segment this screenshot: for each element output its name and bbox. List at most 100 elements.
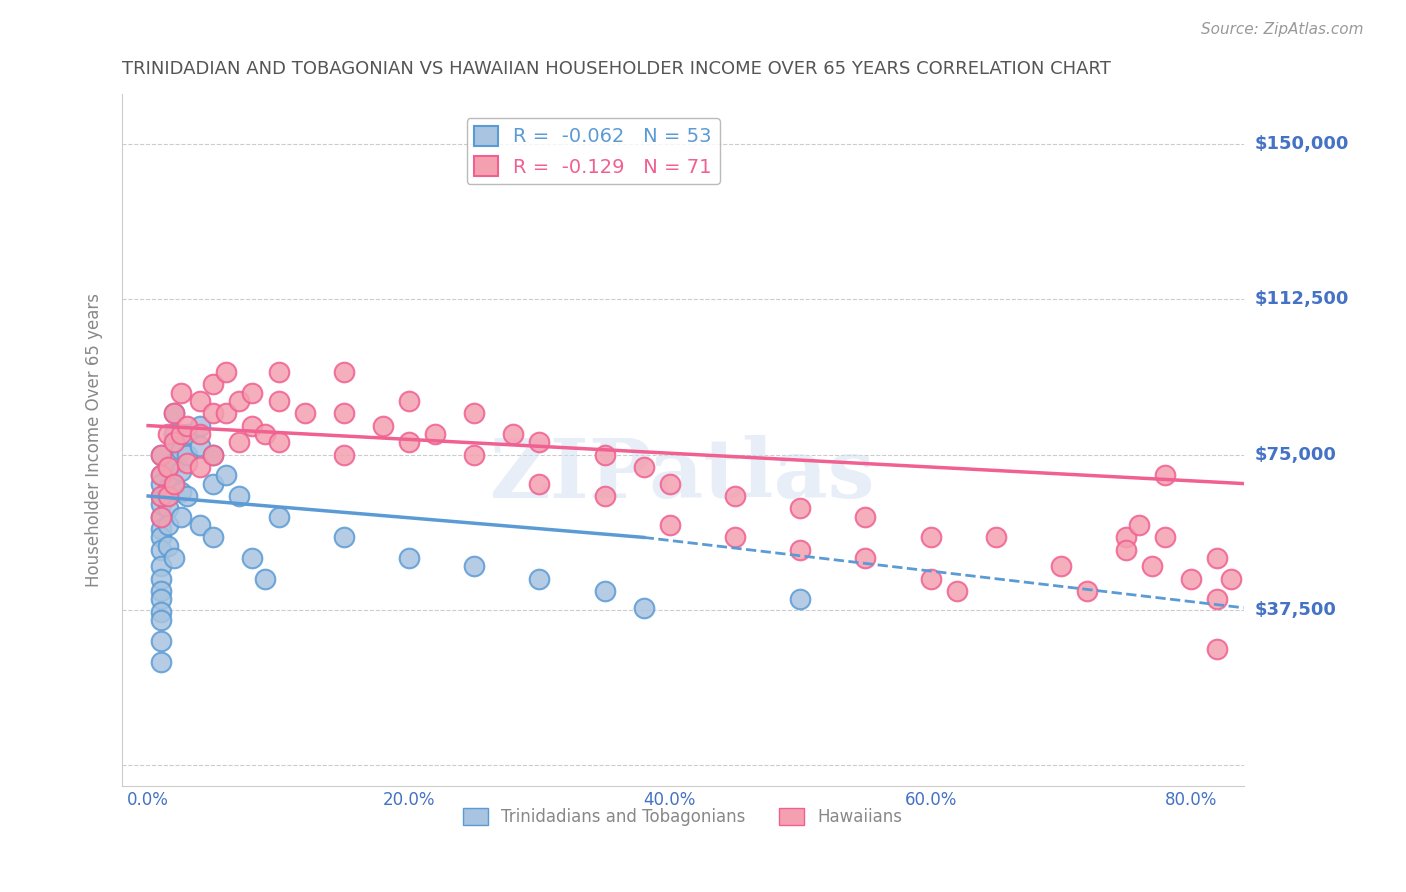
Point	[170, 464, 193, 478]
Point	[529, 476, 551, 491]
Point	[1115, 542, 1137, 557]
Point	[242, 551, 264, 566]
Point	[156, 489, 179, 503]
Point	[294, 406, 316, 420]
Point	[176, 489, 198, 503]
Point	[170, 385, 193, 400]
Point	[463, 559, 485, 574]
Point	[463, 406, 485, 420]
Point	[254, 572, 277, 586]
Point	[150, 476, 173, 491]
Text: Source: ZipAtlas.com: Source: ZipAtlas.com	[1201, 22, 1364, 37]
Point	[150, 584, 173, 599]
Point	[202, 448, 225, 462]
Text: $37,500: $37,500	[1254, 601, 1337, 619]
Point	[398, 393, 420, 408]
Point	[1050, 559, 1073, 574]
Point	[163, 426, 186, 441]
Point	[150, 489, 173, 503]
Point	[163, 406, 186, 420]
Point	[202, 476, 225, 491]
Point	[215, 468, 238, 483]
Point	[150, 592, 173, 607]
Point	[215, 365, 238, 379]
Text: $112,500: $112,500	[1254, 291, 1350, 309]
Point	[789, 592, 811, 607]
Point	[267, 365, 290, 379]
Point	[150, 522, 173, 536]
Point	[1154, 468, 1177, 483]
Point	[371, 418, 394, 433]
Point	[150, 489, 173, 503]
Point	[332, 406, 354, 420]
Point	[176, 418, 198, 433]
Point	[332, 365, 354, 379]
Point	[156, 460, 179, 475]
Point	[945, 584, 967, 599]
Point	[1154, 530, 1177, 544]
Point	[188, 426, 211, 441]
Point	[228, 489, 250, 503]
Point	[1206, 642, 1229, 657]
Point	[170, 426, 193, 441]
Y-axis label: Householder Income Over 65 years: Householder Income Over 65 years	[86, 293, 103, 587]
Point	[150, 572, 173, 586]
Point	[920, 530, 942, 544]
Point	[163, 551, 186, 566]
Text: TRINIDADIAN AND TOBAGONIAN VS HAWAIIAN HOUSEHOLDER INCOME OVER 65 YEARS CORRELAT: TRINIDADIAN AND TOBAGONIAN VS HAWAIIAN H…	[122, 60, 1111, 78]
Point	[1076, 584, 1098, 599]
Point	[170, 443, 193, 458]
Point	[150, 655, 173, 669]
Point	[176, 426, 198, 441]
Point	[853, 509, 876, 524]
Point	[215, 406, 238, 420]
Point	[163, 435, 186, 450]
Point	[658, 476, 681, 491]
Point	[150, 530, 173, 544]
Point	[150, 468, 173, 483]
Point	[423, 426, 446, 441]
Point	[176, 456, 198, 470]
Point	[150, 559, 173, 574]
Point	[150, 509, 173, 524]
Point	[463, 448, 485, 462]
Point	[156, 460, 179, 475]
Legend: Trinidadians and Tobagonians, Hawaiians: Trinidadians and Tobagonians, Hawaiians	[457, 801, 910, 833]
Point	[254, 426, 277, 441]
Point	[156, 518, 179, 533]
Point	[188, 418, 211, 433]
Point	[724, 530, 747, 544]
Point	[228, 393, 250, 408]
Point	[267, 509, 290, 524]
Point	[1206, 592, 1229, 607]
Point	[150, 448, 173, 462]
Point	[202, 448, 225, 462]
Point	[176, 448, 198, 462]
Point	[156, 481, 179, 495]
Point	[188, 460, 211, 475]
Point	[242, 385, 264, 400]
Point	[163, 456, 186, 470]
Point	[502, 426, 524, 441]
Point	[170, 509, 193, 524]
Point	[789, 501, 811, 516]
Point	[332, 530, 354, 544]
Point	[332, 448, 354, 462]
Point	[163, 435, 186, 450]
Point	[1206, 551, 1229, 566]
Point	[658, 518, 681, 533]
Point	[242, 418, 264, 433]
Point	[724, 489, 747, 503]
Point	[150, 542, 173, 557]
Text: $150,000: $150,000	[1254, 135, 1350, 153]
Point	[188, 439, 211, 453]
Point	[1142, 559, 1164, 574]
Point	[1115, 530, 1137, 544]
Point	[156, 501, 179, 516]
Point	[150, 448, 173, 462]
Point	[984, 530, 1007, 544]
Point	[267, 435, 290, 450]
Point	[150, 509, 173, 524]
Point	[1219, 572, 1241, 586]
Point	[170, 484, 193, 499]
